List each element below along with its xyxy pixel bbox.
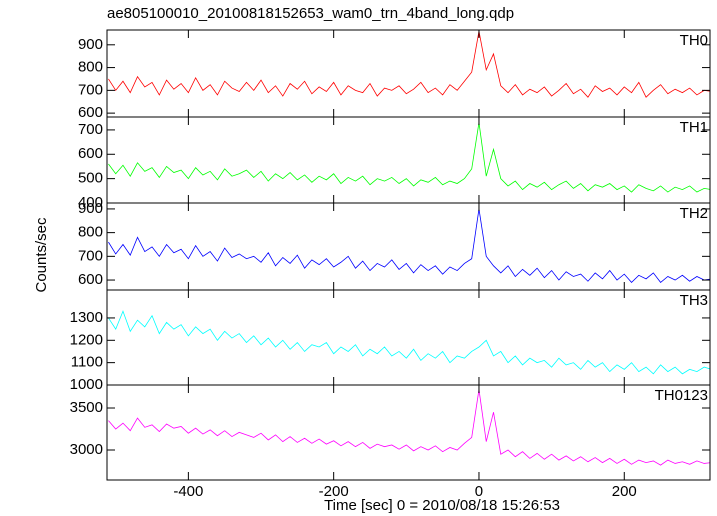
panel-label: TH0	[680, 32, 708, 49]
y-tick-label: 500	[78, 170, 103, 187]
y-tick-label: 700	[78, 121, 103, 138]
y-tick-label: 600	[78, 145, 103, 162]
panel-frame	[106, 29, 711, 118]
y-tick-label: 800	[78, 59, 103, 76]
panel-frame	[106, 116, 711, 204]
data-line	[108, 389, 710, 466]
y-tick-label: 3000	[70, 441, 103, 458]
y-tick-label: 3500	[70, 399, 103, 416]
y-tick-label: 1000	[70, 376, 103, 393]
x-axis-label: Time [sec] 0 = 2010/08/18 15:26:53	[324, 497, 560, 514]
data-line	[108, 122, 710, 193]
panel-label: TH0123	[655, 387, 708, 404]
data-line	[108, 208, 710, 283]
panel-label: TH2	[680, 205, 708, 222]
x-tick-label: 200	[612, 483, 637, 500]
y-tick-label: 800	[78, 224, 103, 241]
y-tick-label: 600	[78, 104, 103, 121]
panel-label: TH1	[680, 119, 708, 136]
panel-frame	[106, 202, 711, 291]
panel-frame	[106, 384, 711, 481]
x-tick-label: 0	[475, 483, 483, 500]
data-line	[108, 310, 710, 375]
y-axis-label: Counts/sec	[33, 217, 50, 293]
y-tick-label: 1200	[70, 331, 103, 348]
y-tick-label: 1300	[70, 309, 103, 326]
y-tick-label: 900	[78, 36, 103, 53]
x-tick-label: -400	[173, 483, 203, 500]
y-tick-label: 900	[78, 200, 103, 217]
y-tick-label: 700	[78, 81, 103, 98]
panel-label: TH3	[680, 292, 708, 309]
panel-frame	[106, 289, 711, 386]
data-line	[108, 31, 710, 98]
y-tick-label: 700	[78, 247, 103, 264]
y-tick-label: 1100	[71, 354, 103, 371]
y-tick-label: 600	[78, 271, 103, 288]
chart-title: ae805100010_20100818152653_wam0_trn_4ban…	[107, 5, 514, 22]
y-tick-label: 400	[78, 194, 103, 211]
x-tick-label: -200	[319, 483, 349, 500]
